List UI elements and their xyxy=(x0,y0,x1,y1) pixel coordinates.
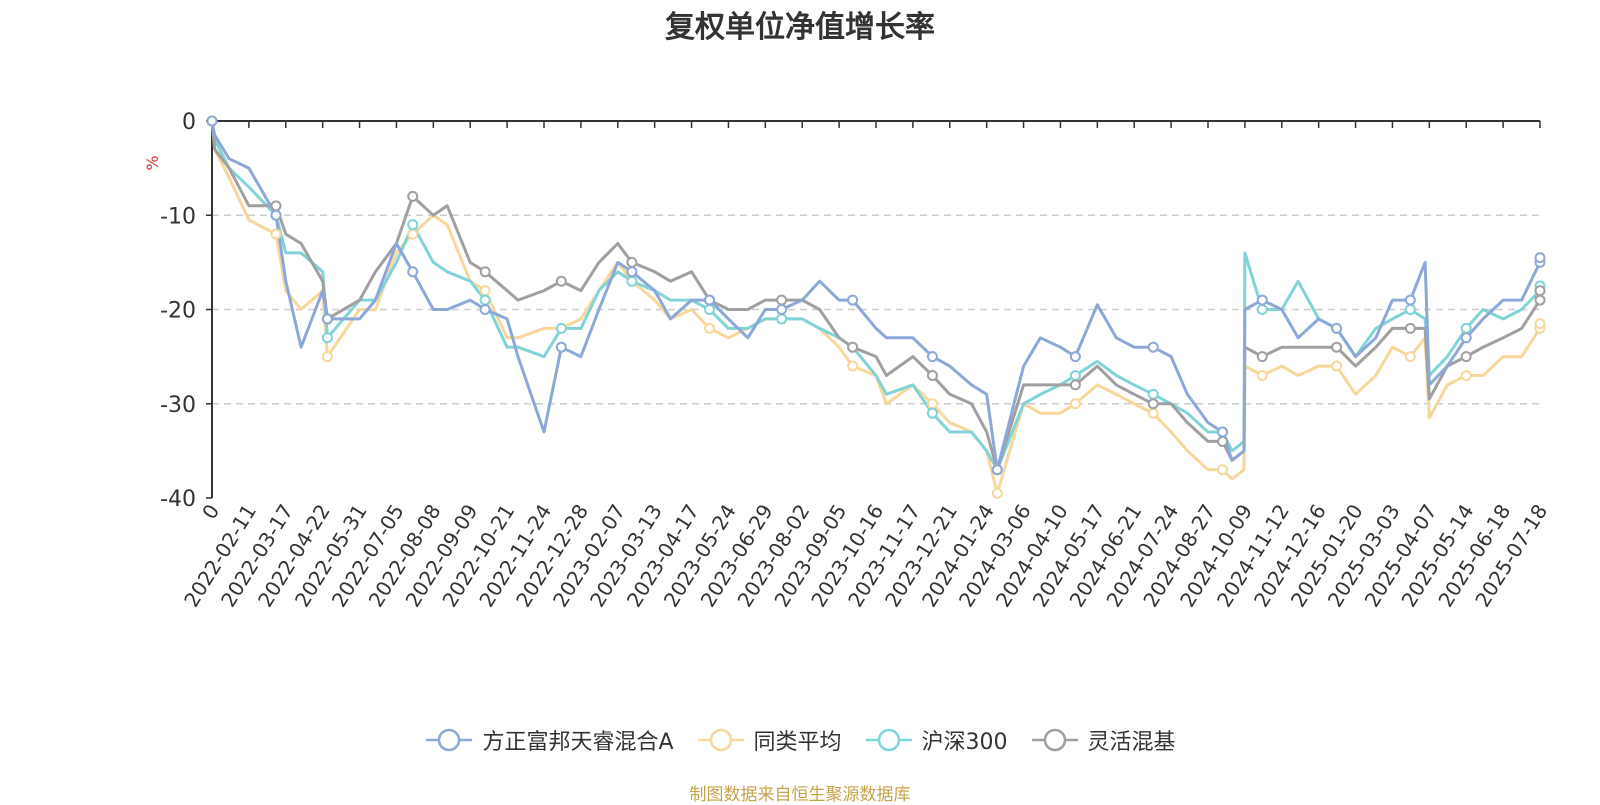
legend-label: 沪深300 xyxy=(921,730,1008,755)
series-lines xyxy=(210,120,1542,495)
data-point xyxy=(991,487,1003,499)
data-point xyxy=(555,341,567,353)
data-point xyxy=(1069,379,1081,391)
data-point xyxy=(1256,304,1268,315)
data-point xyxy=(1069,398,1081,410)
series-line xyxy=(210,120,1542,472)
data-point xyxy=(321,313,333,325)
data-point xyxy=(1256,369,1268,381)
y-tick-label: -20 xyxy=(160,299,196,324)
data-point xyxy=(1331,360,1343,372)
data-point xyxy=(479,294,491,306)
data-point xyxy=(1147,341,1159,353)
data-point xyxy=(321,332,333,344)
y-axis-unit: % xyxy=(143,155,162,170)
data-point xyxy=(1460,332,1472,344)
legend-item[interactable]: 方正富邦天睿混合A xyxy=(424,724,674,756)
source-note: 制图数据来自恒生聚源数据库 xyxy=(689,785,911,805)
data-point xyxy=(407,228,419,240)
data-point xyxy=(704,304,716,315)
legend-label: 同类平均 xyxy=(753,730,842,755)
data-point xyxy=(270,209,282,221)
data-point xyxy=(479,266,491,278)
legend-label: 方正富邦天睿混合A xyxy=(482,730,674,755)
data-point xyxy=(1147,407,1159,419)
data-point xyxy=(926,407,938,419)
chart-title: 复权单位净值增长率 xyxy=(665,10,935,45)
series-line xyxy=(210,120,1542,472)
legend-marker-icon xyxy=(1031,728,1078,752)
data-point xyxy=(847,341,859,353)
data-point xyxy=(1217,435,1229,447)
data-point xyxy=(270,228,282,240)
data-point xyxy=(1404,351,1416,363)
data-point xyxy=(1460,369,1472,381)
y-tick-label: -10 xyxy=(160,204,196,229)
data-point xyxy=(555,275,567,287)
y-tick-label: -40 xyxy=(160,487,196,512)
series-line xyxy=(210,120,1542,495)
data-point xyxy=(1147,398,1159,410)
legend-marker-icon xyxy=(426,728,473,752)
series-line xyxy=(210,120,1542,472)
data-point xyxy=(926,369,938,381)
data-point xyxy=(321,351,333,363)
data-point xyxy=(479,285,491,297)
data-point xyxy=(1460,351,1472,363)
data-point xyxy=(1147,388,1159,400)
data-point xyxy=(1069,369,1081,381)
data-point xyxy=(847,360,859,372)
x-tick-label: 0 xyxy=(197,500,224,524)
data-point xyxy=(1331,322,1343,334)
data-point xyxy=(270,200,282,212)
data-point xyxy=(555,322,567,334)
data-point xyxy=(926,351,938,363)
legend-item[interactable]: 沪深300 xyxy=(864,724,1008,756)
data-point xyxy=(407,266,419,278)
data-point xyxy=(479,304,491,315)
data-point xyxy=(776,304,788,315)
legend-marker-icon xyxy=(865,728,912,752)
series-markers xyxy=(206,115,1546,499)
data-point xyxy=(626,275,638,287)
y-tick-label: -30 xyxy=(160,393,196,418)
data-point xyxy=(1460,322,1472,334)
data-point xyxy=(776,294,788,306)
legend: 方正富邦天睿混合A 同类平均 沪深300 灵活混基 xyxy=(0,722,1600,758)
data-point xyxy=(626,266,638,278)
data-point xyxy=(1217,426,1229,438)
data-point xyxy=(1404,322,1416,334)
data-point xyxy=(1404,304,1416,315)
data-point xyxy=(1217,464,1229,476)
legend-item[interactable]: 灵活混基 xyxy=(1030,724,1176,756)
y-tick-label: 0 xyxy=(182,110,196,135)
data-point xyxy=(991,464,1003,476)
data-point xyxy=(407,219,419,231)
data-point xyxy=(1404,294,1416,306)
data-point xyxy=(847,294,859,306)
legend-marker-icon xyxy=(697,728,744,752)
legend-label: 灵活混基 xyxy=(1087,730,1176,755)
axes xyxy=(206,120,1541,499)
data-point xyxy=(1331,341,1343,353)
data-point xyxy=(926,398,938,410)
data-point xyxy=(704,294,716,306)
data-point xyxy=(704,322,716,334)
data-point xyxy=(1256,351,1268,363)
data-point xyxy=(1534,285,1546,297)
data-point xyxy=(1534,252,1546,264)
data-point xyxy=(206,115,218,127)
data-point xyxy=(1069,351,1081,363)
data-point xyxy=(626,256,638,268)
legend-item[interactable]: 同类平均 xyxy=(696,724,842,756)
y-axis-labels: 0 -10 -20 -30 -40 xyxy=(160,110,196,512)
data-point xyxy=(1534,318,1546,330)
data-point xyxy=(1534,294,1546,306)
data-point xyxy=(407,190,419,202)
x-axis-labels: 02022-02-112022-03-172022-04-222022-05-3… xyxy=(179,500,1552,611)
data-point xyxy=(776,313,788,325)
data-point xyxy=(1256,294,1268,306)
